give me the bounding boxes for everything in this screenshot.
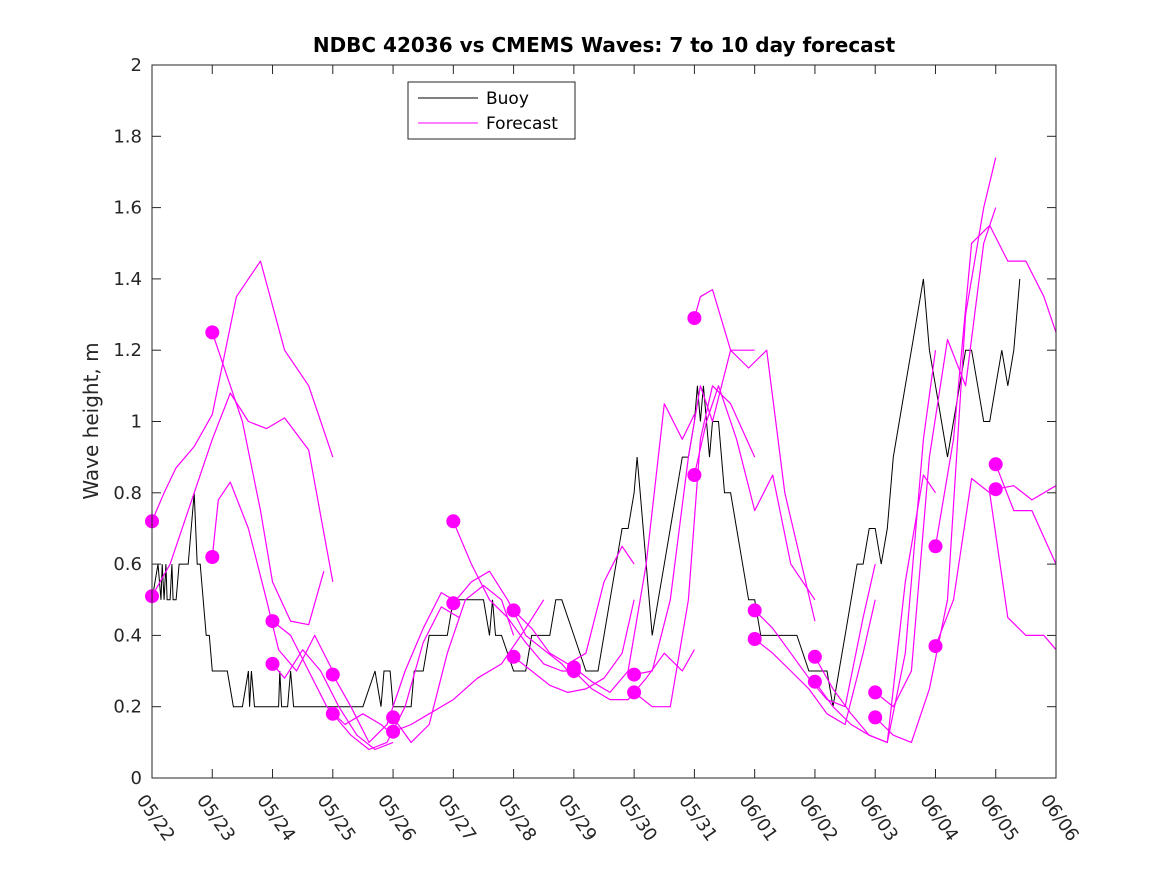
forecast-line-25 bbox=[874, 207, 997, 708]
y-tick-label: 0.4 bbox=[113, 625, 142, 646]
forecast-start-point-23 bbox=[807, 649, 822, 664]
forecast-start-point-6 bbox=[265, 656, 280, 671]
forecast-line-14 bbox=[513, 599, 635, 694]
forecast-line-6 bbox=[272, 649, 394, 751]
forecast-start-point-29 bbox=[988, 457, 1003, 472]
forecast-start-point-7 bbox=[325, 667, 340, 682]
forecast-line-22 bbox=[754, 599, 876, 726]
forecast-start-point-10 bbox=[386, 724, 401, 739]
buoy-series-line bbox=[151, 278, 1021, 708]
forecast-line-15 bbox=[573, 403, 695, 694]
forecast-line-24 bbox=[814, 350, 937, 744]
forecast-line-3 bbox=[211, 332, 325, 626]
forecast-line-1 bbox=[151, 260, 334, 522]
y-tick-label: 1 bbox=[131, 412, 142, 433]
forecast-start-point-26 bbox=[868, 710, 883, 725]
forecast-start-point-18 bbox=[627, 685, 642, 700]
forecast-start-point-11 bbox=[446, 514, 461, 529]
y-tick-label: 0.8 bbox=[113, 483, 142, 504]
y-tick-label: 1.8 bbox=[113, 126, 142, 147]
forecast-line-8 bbox=[332, 606, 460, 751]
forecast-start-point-21 bbox=[747, 603, 762, 618]
y-tick-label: 2 bbox=[131, 55, 142, 76]
forecast-start-point-20 bbox=[687, 468, 702, 482]
forecast-start-point-12 bbox=[446, 596, 461, 611]
forecast-line-11 bbox=[452, 521, 574, 672]
forecast-start-point-30 bbox=[988, 482, 1003, 497]
forecast-start-point-16 bbox=[566, 664, 581, 678]
forecast-line-2 bbox=[151, 392, 334, 597]
forecast-start-point-27 bbox=[928, 539, 943, 554]
forecast-line-27 bbox=[934, 224, 1057, 547]
forecast-line-28 bbox=[934, 477, 1057, 651]
forecast-start-point-24 bbox=[807, 674, 822, 689]
forecast-line-13 bbox=[513, 545, 635, 665]
y-tick-label: 1.2 bbox=[113, 340, 142, 361]
axes-layer bbox=[151, 64, 1057, 779]
forecast-line-9 bbox=[392, 584, 515, 744]
y-tick-label: 1.6 bbox=[113, 198, 142, 219]
forecast-line-7 bbox=[332, 591, 454, 744]
legend-box bbox=[407, 81, 576, 140]
forecast-start-point-8 bbox=[325, 706, 340, 721]
forecast-line-18 bbox=[633, 385, 756, 708]
forecast-line-12 bbox=[452, 570, 575, 679]
y-tick-label: 0 bbox=[131, 768, 142, 789]
y-tick-label: 0.6 bbox=[113, 554, 142, 575]
forecast-start-point-5 bbox=[265, 614, 280, 629]
forecast-start-point-25 bbox=[868, 685, 883, 700]
chart-title: NDBC 42036 vs CMEMS Waves: 7 to 10 day f… bbox=[313, 33, 896, 57]
forecast-start-point-3 bbox=[205, 325, 220, 340]
forecast-line-4 bbox=[211, 481, 334, 672]
legend-forecast-label: Forecast bbox=[486, 114, 558, 134]
y-tick-label: 0.2 bbox=[113, 697, 142, 718]
forecast-start-point-19 bbox=[687, 311, 702, 326]
forecast-start-point-22 bbox=[747, 632, 762, 646]
forecast-start-point-14 bbox=[506, 649, 521, 664]
y-tick-label: 1.4 bbox=[113, 269, 142, 290]
forecast-line-17 bbox=[633, 349, 755, 676]
forecast-start-point-4 bbox=[205, 550, 220, 564]
forecast-line-21 bbox=[754, 563, 876, 708]
legend: Buoy Forecast bbox=[407, 81, 576, 140]
forecast-line-10 bbox=[392, 599, 545, 733]
forecast-line-19 bbox=[693, 289, 816, 622]
legend-buoy-label: Buoy bbox=[486, 89, 529, 109]
forecast-line-20 bbox=[693, 385, 816, 601]
y-axis-label: Wave height, m bbox=[79, 342, 103, 499]
forecast-start-point-13 bbox=[506, 603, 521, 618]
forecast-start-point-17 bbox=[627, 667, 642, 682]
forecast-start-point-28 bbox=[928, 639, 943, 654]
forecast-line-30 bbox=[995, 485, 1057, 501]
forecast-start-point-9 bbox=[386, 710, 401, 725]
